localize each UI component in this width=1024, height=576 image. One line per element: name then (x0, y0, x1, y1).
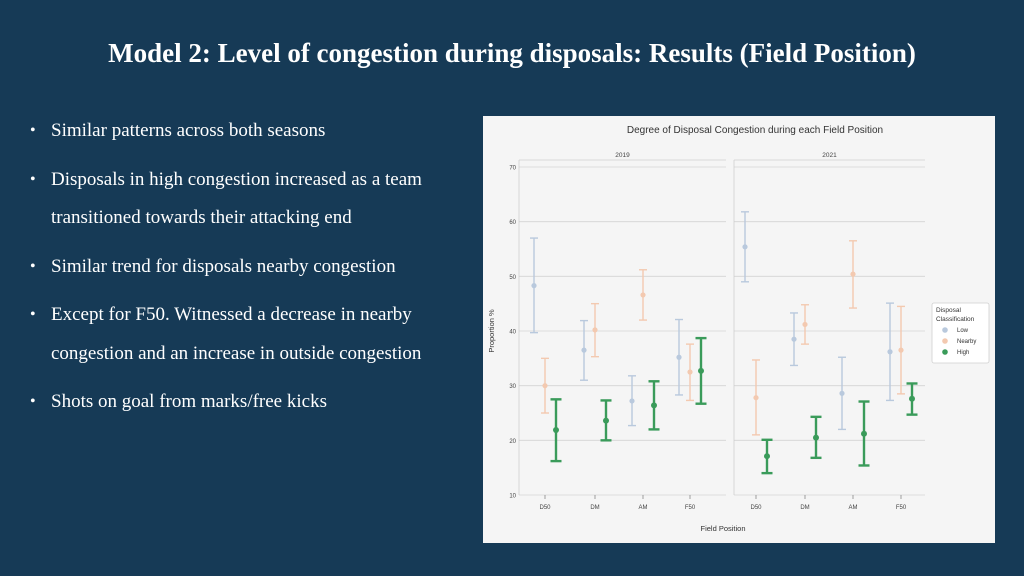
x-axis-label: Field Position (700, 524, 745, 533)
bullet-list: • Similar patterns across both seasons • D… (30, 112, 460, 432)
chart-svg: Degree of Disposal Congestion during eac… (487, 125, 990, 533)
panel-title: 2021 (822, 152, 837, 159)
bullet-item: • Shots on goal from marks/free kicks (30, 383, 460, 422)
y-tick-label: 30 (509, 384, 516, 390)
legend-title: Disposal (936, 307, 961, 314)
data-point (764, 453, 770, 460)
bullet-text: Disposals in high congestion increased a… (51, 168, 422, 229)
bullet-text: Similar trend for disposals nearby conge… (51, 255, 396, 277)
chart-figure: Degree of Disposal Congestion during eac… (483, 116, 995, 543)
bullet-dot-icon: • (30, 257, 36, 275)
data-point (581, 347, 587, 353)
y-tick-label: 50 (509, 275, 516, 281)
bullet-text: Shots on goal from marks/free kicks (51, 391, 327, 412)
data-point (687, 369, 693, 375)
data-point (802, 321, 808, 328)
legend-entry: High (957, 350, 969, 356)
y-tick-label: 10 (509, 494, 516, 500)
data-point (592, 327, 598, 333)
x-tick-label: D50 (750, 505, 762, 511)
bullet-item: • Disposals in high congestion increased … (30, 161, 460, 238)
x-tick-label: AM (639, 505, 648, 511)
y-axis-label: Proportion % (487, 309, 496, 353)
data-point (898, 347, 904, 353)
data-point (603, 417, 609, 424)
chart-title: Degree of Disposal Congestion during eac… (627, 125, 883, 136)
panel-title: 2019 (615, 152, 630, 159)
bullet-text: Similar patterns across both seasons (51, 120, 326, 141)
data-point (813, 434, 819, 441)
bullet-item: • Except for F50. Witnessed a decrease in… (30, 296, 460, 373)
y-tick-label: 60 (509, 220, 516, 226)
y-tick-label: 20 (509, 439, 516, 445)
data-point (909, 395, 915, 402)
legend-title: Classification (936, 316, 975, 323)
y-tick-label: 40 (509, 330, 516, 336)
data-point (791, 336, 797, 342)
legend-box (931, 302, 990, 364)
data-point (753, 395, 759, 401)
y-tick-label: 70 (509, 166, 516, 172)
data-point (553, 426, 559, 433)
data-point (887, 349, 893, 355)
data-point (640, 292, 646, 298)
x-tick-label: DM (800, 505, 809, 511)
bullet-item: • Similar trend for disposals nearby cong… (30, 248, 460, 287)
legend-entry: Nearby (957, 339, 976, 345)
data-point (850, 271, 856, 277)
x-tick-label: DM (590, 505, 599, 511)
bullet-text: Except for F50. Witnessed a decrease in … (51, 304, 422, 364)
bullet-dot-icon: • (30, 170, 36, 188)
legend-marker (942, 349, 948, 355)
legend-entry: Low (957, 328, 969, 334)
legend-marker (942, 327, 948, 333)
x-tick-label: D50 (539, 505, 551, 511)
data-point (742, 244, 748, 250)
bullet-dot-icon: • (30, 306, 36, 323)
data-point (651, 402, 657, 409)
legend-marker (942, 338, 948, 344)
data-point (531, 283, 537, 289)
x-tick-label: AM (849, 505, 858, 511)
slide-title: Model 2: Level of congestion during disp… (108, 38, 916, 68)
x-tick-label: F50 (896, 505, 907, 511)
data-point (676, 354, 682, 360)
data-point (629, 398, 635, 404)
data-point (839, 390, 845, 396)
bullet-dot-icon: • (30, 393, 36, 410)
bullet-item: • Similar patterns across both seasons (30, 112, 460, 151)
data-point (698, 367, 704, 374)
x-tick-label: F50 (685, 505, 696, 511)
data-point (861, 430, 867, 437)
data-point (542, 383, 548, 389)
bullet-dot-icon: • (30, 122, 36, 139)
